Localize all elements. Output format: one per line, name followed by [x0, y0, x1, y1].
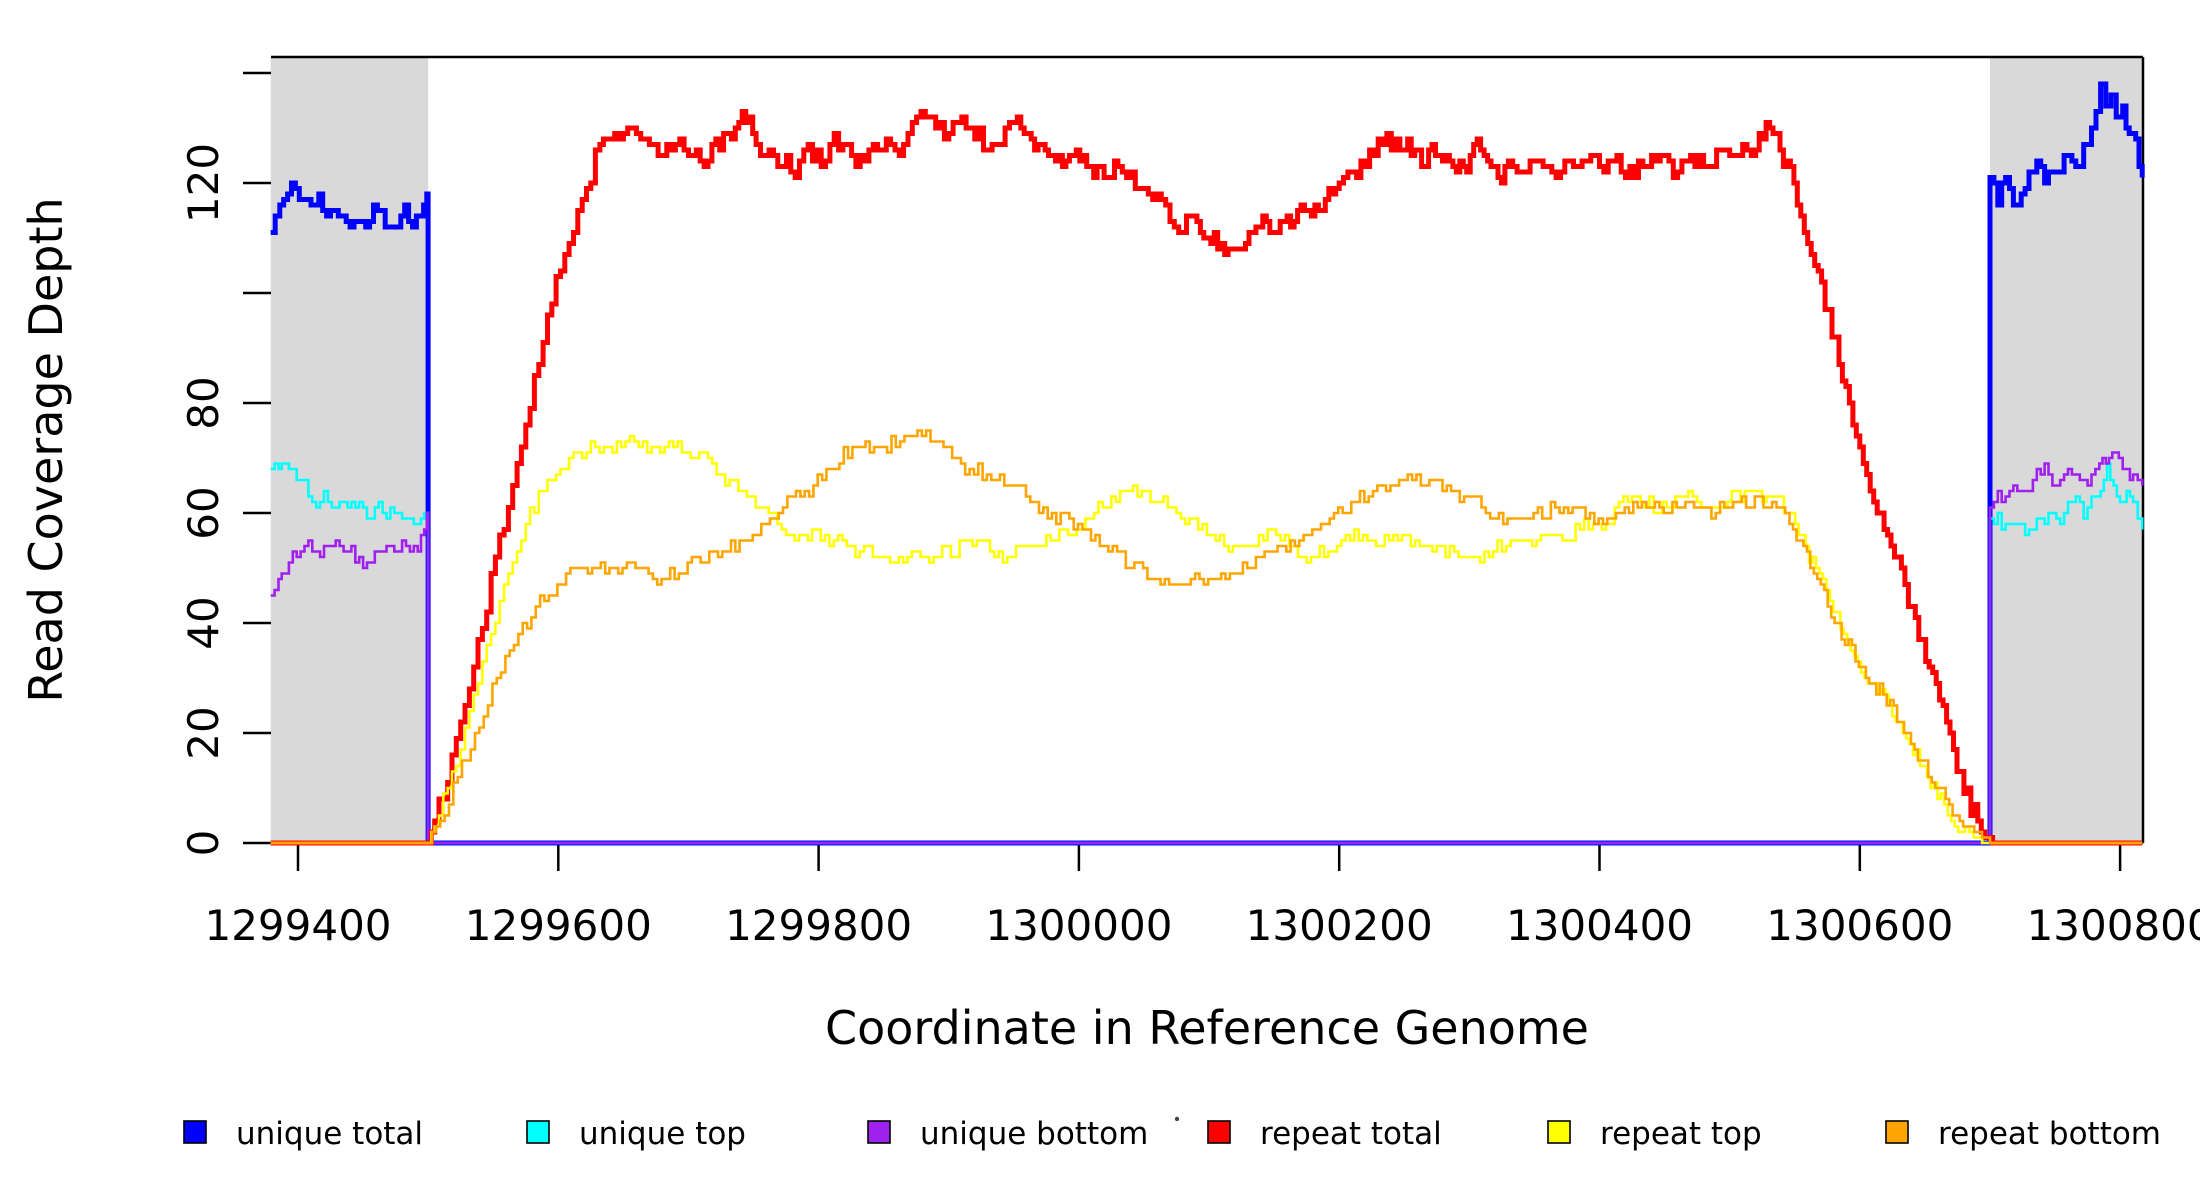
x-axis-title: Coordinate in Reference Genome	[825, 1001, 1589, 1055]
legend-label-repeat-bottom: repeat bottom	[1938, 1116, 2161, 1152]
x-tick-label-1299800: 1299800	[725, 901, 912, 950]
unique-flank-left-shade	[270, 57, 429, 843]
legend-label-unique-bottom: unique bottom	[920, 1116, 1148, 1152]
legend: unique total unique top unique bottom repea…	[183, 1116, 2161, 1152]
data-series-layer	[270, 81, 2145, 846]
y-tick-label-20: 20	[179, 706, 228, 759]
unique-flank-right-shade	[1990, 57, 2143, 843]
unique-top-line	[270, 462, 2144, 845]
x-tick-label-1300600: 1300600	[1766, 901, 1953, 950]
y-tick-label-40: 40	[179, 596, 228, 649]
x-tick-label-1300800: 1300800	[2027, 901, 2200, 950]
legend-label-repeat-total: repeat total	[1260, 1116, 1442, 1152]
legend-swatch-unique-top	[526, 1120, 550, 1144]
y-tick-label-0: 0	[179, 830, 228, 857]
legend-swatch-unique-bottom	[867, 1120, 891, 1144]
unique-bottom-line	[270, 451, 2144, 845]
axis-ticks-layer: 1299400 1299600 1299800 1300000 1300200 13004…	[179, 71, 2200, 950]
legend-swatch-repeat-top	[1547, 1120, 1571, 1144]
legend-swatch-repeat-total	[1207, 1120, 1231, 1144]
x-tick-label-1300000: 1300000	[985, 901, 1172, 950]
x-tick-label-1300200: 1300200	[1246, 901, 1433, 950]
legend-swatch-repeat-bottom	[1885, 1120, 1909, 1144]
x-tick-label-1299600: 1299600	[465, 901, 652, 950]
repeat-bottom-line	[270, 429, 2143, 845]
x-tick-label-1300400: 1300400	[1506, 901, 1693, 950]
artifact-dot	[1174, 1116, 1180, 1122]
repeat-total-line	[270, 109, 2143, 846]
legend-label-unique-total: unique total	[236, 1116, 423, 1152]
legend-label-repeat-top: repeat top	[1600, 1116, 1762, 1152]
repeat-top-line	[270, 434, 2143, 845]
y-tick-label-80: 80	[179, 376, 228, 429]
legend-swatch-unique-total	[183, 1120, 207, 1144]
x-tick-label-1299400: 1299400	[204, 901, 391, 950]
y-tick-label-120: 120	[179, 143, 228, 223]
y-tick-label-60: 60	[179, 486, 228, 539]
y-axis-title: Read Coverage Depth	[19, 197, 73, 702]
legend-label-unique-top: unique top	[579, 1116, 746, 1152]
